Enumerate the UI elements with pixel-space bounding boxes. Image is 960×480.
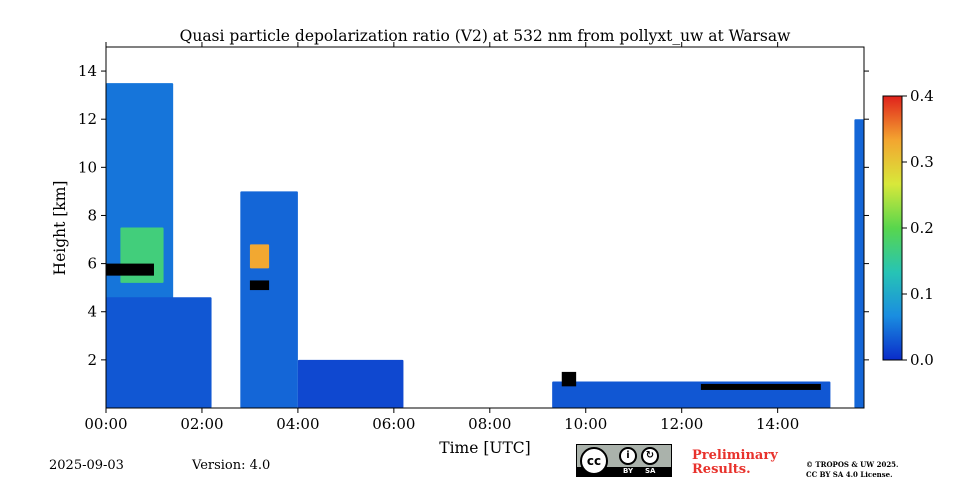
version-label: Version: 4.0 [192,458,271,473]
cc-license-badge: cc i ↻ BY SA [576,444,672,477]
y-tick-label: 10 [78,158,97,176]
y-tick-label: 8 [87,206,97,224]
x-axis-ticks: 00:00 02:00 04:00 06:00 08:00 10:00 12:00 14:00 [84,42,799,433]
badge-sa-label: SA [645,467,656,475]
plot-frame [105,46,865,409]
preliminary-line-2: Results. [692,462,751,477]
heatmap-region-end-of-day-column [854,119,864,408]
chart-title: Quasi particle depolarization ratio (V2)… [180,27,791,45]
colorbar-tick-label: 0.3 [910,153,934,171]
copyright-line-2: CC BY SA 4.0 License. [806,470,893,479]
x-axis-label: Time [UTC] [439,439,530,457]
heatmap-region-boundary-layer-decay [297,359,404,408]
attribution-icon: i [619,447,637,465]
x-tick-label: 08:00 [468,415,511,433]
x-tick-label: 12:00 [660,415,703,433]
colorbar-tick-label: 0.4 [910,87,934,105]
date-label: 2025-09-03 [49,458,124,473]
colorbar-tick-label: 0.2 [910,219,934,237]
x-tick-label: 04:00 [276,415,319,433]
heatmap-region-aerosol-column-03utc [240,191,298,408]
badge-bar [577,467,671,476]
heatmap-region-boundary-layer-morning [106,297,212,408]
heatmap-region-high-depol-layer-2 [249,244,270,269]
badge-by-label: BY [623,467,634,475]
x-tick-label: 10:00 [564,415,607,433]
cloud-mark [249,280,270,291]
copyright-note: © TROPOS & UW 2025. CC BY SA 4.0 License… [806,460,899,480]
colorbar-tick-label: 0.0 [910,351,934,369]
x-tick-label: 14:00 [756,415,799,433]
cloud-mark [700,383,821,390]
y-axis-label: Height [km] [51,181,69,276]
colorbar [882,95,903,361]
preliminary-results-note: Preliminary Results. [692,449,778,477]
x-tick-label: 00:00 [84,415,127,433]
copyright-line-1: © TROPOS & UW 2025. [806,460,899,469]
y-tick-label: 14 [78,62,97,80]
cloud-mark [106,263,154,276]
x-tick-label: 06:00 [372,415,415,433]
y-axis-ticks: 2 4 6 8 10 12 14 [78,62,869,369]
y-tick-label: 12 [78,110,97,128]
plot-area [106,83,864,408]
share-alike-icon: ↻ [641,447,659,465]
colorbar-tick-label: 0.1 [910,285,934,303]
colorbar-ticks: 0.0 0.1 0.2 0.3 0.4 [902,87,934,369]
cloud-mark [561,371,577,387]
cc-icon: cc [580,447,608,475]
y-tick-label: 6 [87,255,97,273]
preliminary-line-1: Preliminary [692,448,778,463]
x-tick-label: 02:00 [180,415,223,433]
y-tick-label: 2 [87,351,97,369]
y-tick-label: 4 [87,303,97,321]
